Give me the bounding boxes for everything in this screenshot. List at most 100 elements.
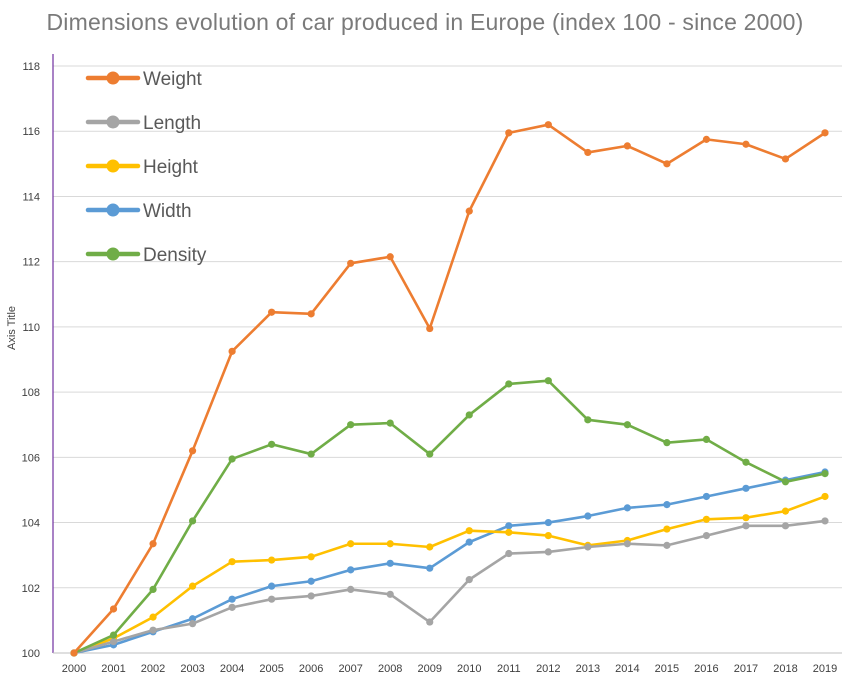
legend-entry-weight: Weight — [85, 69, 203, 90]
point-density-2013 — [584, 416, 592, 424]
y-tick-118: 118 — [22, 61, 40, 73]
x-tick-2017: 2017 — [734, 663, 758, 675]
legend-marker-weight — [106, 71, 120, 85]
point-height-2007 — [347, 540, 355, 548]
point-height-2017 — [742, 514, 750, 522]
x-tick-2006: 2006 — [299, 663, 323, 675]
x-tick-2003: 2003 — [180, 663, 204, 675]
point-length-2014 — [623, 540, 631, 548]
point-height-2012 — [544, 532, 552, 540]
series-line-height — [72, 495, 827, 655]
y-axis-label: Axis Title — [6, 306, 18, 350]
point-weight-2012 — [544, 121, 552, 129]
y-tick-labels: 100 102 104 106 108 110 112 114 116 118 — [22, 61, 40, 660]
series-line-density — [72, 379, 827, 655]
point-density-2009 — [426, 450, 434, 458]
series-density — [70, 377, 829, 657]
series-weight — [70, 121, 829, 657]
point-weight-2016 — [702, 135, 711, 143]
point-width-2004 — [228, 595, 236, 603]
point-height-2010 — [465, 527, 473, 535]
point-weight-2009 — [426, 324, 434, 333]
point-length-2015 — [663, 541, 671, 549]
legend-marker-width — [106, 203, 120, 217]
legend-entry-width: Width — [85, 201, 192, 222]
point-density-2004 — [228, 455, 236, 463]
point-width-2013 — [584, 512, 592, 520]
point-length-2012 — [544, 548, 552, 556]
point-weight-2001 — [109, 605, 118, 613]
point-weight-2013 — [584, 148, 592, 157]
point-length-2007 — [347, 585, 355, 594]
point-weight-2005 — [268, 308, 276, 316]
x-tick-2002: 2002 — [141, 663, 165, 675]
y-tick-104: 104 — [22, 518, 40, 530]
point-density-2019 — [821, 470, 829, 478]
point-height-2003 — [188, 582, 197, 590]
x-tick-2005: 2005 — [259, 663, 283, 675]
x-tick-2014: 2014 — [615, 663, 639, 675]
legend-marker-height — [106, 159, 120, 173]
point-density-2018 — [781, 478, 790, 486]
point-weight-2014 — [623, 142, 631, 150]
point-height-2004 — [228, 558, 236, 566]
x-tick-2007: 2007 — [338, 663, 362, 675]
x-tick-2013: 2013 — [576, 663, 600, 675]
point-density-2015 — [663, 439, 671, 447]
point-width-2011 — [505, 522, 513, 530]
point-width-2005 — [268, 582, 276, 590]
y-tick-110: 110 — [22, 322, 40, 334]
axes — [52, 54, 842, 654]
x-tick-2009: 2009 — [417, 663, 441, 675]
point-height-2009 — [426, 543, 434, 551]
point-length-2006 — [307, 592, 315, 600]
x-tick-labels: 2000 2001 2002 2003 2004 2005 2006 2007 2008 2009… — [62, 663, 837, 675]
point-length-2016 — [702, 532, 711, 540]
x-tick-2000: 2000 — [62, 663, 86, 675]
y-tick-114: 114 — [22, 191, 40, 203]
legend-label-width: Width — [143, 201, 192, 222]
x-tick-2019: 2019 — [813, 663, 837, 675]
point-density-2001 — [109, 631, 118, 639]
point-height-2002 — [149, 613, 157, 621]
point-density-2008 — [386, 419, 394, 427]
legend-label-height: Height — [143, 157, 199, 178]
point-weight-2006 — [307, 310, 315, 318]
point-density-2002 — [149, 585, 157, 594]
point-density-2011 — [505, 380, 513, 388]
point-width-2012 — [544, 518, 552, 527]
point-height-2019 — [821, 492, 829, 501]
series-line-weight — [72, 123, 827, 655]
point-weight-2002 — [149, 540, 157, 548]
point-length-2017 — [742, 522, 750, 530]
point-height-2006 — [307, 553, 315, 561]
point-width-2010 — [465, 538, 473, 546]
point-weight-2000 — [70, 649, 78, 657]
point-weight-2015 — [663, 160, 671, 168]
point-density-2012 — [544, 377, 552, 385]
point-density-2010 — [465, 411, 473, 419]
gridlines — [53, 65, 842, 589]
point-length-2018 — [781, 522, 790, 530]
series-height — [70, 492, 829, 657]
point-length-2003 — [188, 620, 197, 628]
series-group — [70, 121, 829, 657]
point-width-2016 — [702, 492, 711, 501]
point-height-2008 — [386, 540, 394, 548]
legend-entry-height: Height — [85, 157, 199, 178]
point-weight-2011 — [505, 129, 513, 137]
point-density-2006 — [307, 450, 315, 458]
legend-label-length: Length — [143, 113, 201, 134]
x-tick-2004: 2004 — [220, 663, 244, 675]
point-density-2016 — [702, 435, 711, 443]
point-weight-2018 — [781, 155, 790, 163]
x-tick-2010: 2010 — [457, 663, 481, 675]
point-length-2019 — [821, 517, 829, 525]
point-density-2014 — [623, 421, 631, 429]
point-width-2008 — [386, 559, 394, 567]
point-width-2009 — [426, 564, 434, 572]
point-density-2007 — [347, 421, 355, 429]
point-height-2015 — [663, 525, 671, 533]
point-weight-2010 — [465, 207, 473, 215]
